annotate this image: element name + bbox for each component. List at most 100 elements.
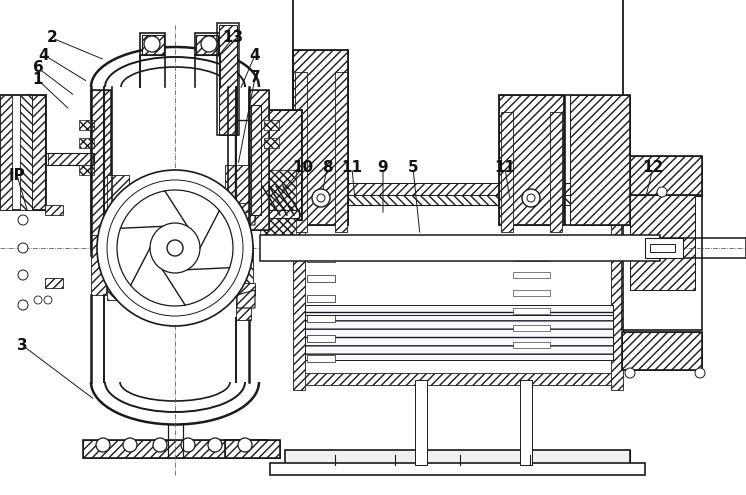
Bar xyxy=(513,325,550,331)
Circle shape xyxy=(18,243,28,253)
Bar xyxy=(140,33,165,55)
Bar xyxy=(307,335,335,342)
Bar xyxy=(307,255,335,262)
Circle shape xyxy=(96,438,110,452)
Circle shape xyxy=(97,170,253,326)
Circle shape xyxy=(18,215,28,225)
Text: 9: 9 xyxy=(377,160,389,176)
Bar xyxy=(650,244,675,252)
Bar xyxy=(293,50,348,225)
Bar xyxy=(499,95,564,225)
Circle shape xyxy=(18,300,28,310)
Bar xyxy=(285,450,630,465)
Text: 4: 4 xyxy=(250,48,260,62)
Bar xyxy=(501,112,513,232)
Circle shape xyxy=(117,190,233,306)
Bar xyxy=(293,195,305,390)
Text: 1: 1 xyxy=(33,72,43,88)
Bar xyxy=(307,355,335,362)
Bar xyxy=(415,380,427,465)
Bar xyxy=(293,50,348,225)
Bar xyxy=(45,205,63,215)
Circle shape xyxy=(150,223,200,273)
Text: 7: 7 xyxy=(250,70,260,86)
Bar xyxy=(0,95,12,210)
Bar xyxy=(335,72,347,232)
Bar xyxy=(298,373,618,385)
Bar xyxy=(293,0,623,195)
Bar xyxy=(293,183,623,195)
Bar xyxy=(513,342,550,348)
Bar xyxy=(237,203,255,215)
Bar xyxy=(249,90,269,230)
Bar xyxy=(622,332,702,370)
Bar xyxy=(217,23,239,135)
Bar xyxy=(622,332,702,370)
Circle shape xyxy=(153,438,167,452)
Circle shape xyxy=(44,296,52,304)
Text: 11: 11 xyxy=(342,160,363,176)
Circle shape xyxy=(657,187,667,197)
Bar xyxy=(565,95,630,225)
Bar xyxy=(260,170,296,240)
Circle shape xyxy=(18,270,28,280)
Circle shape xyxy=(238,438,252,452)
Bar xyxy=(235,120,257,215)
Text: IP: IP xyxy=(9,167,25,183)
Bar xyxy=(219,25,237,135)
Text: 6: 6 xyxy=(33,60,43,76)
Bar xyxy=(236,255,251,320)
Bar xyxy=(46,153,94,165)
Bar xyxy=(550,112,562,232)
Text: 13: 13 xyxy=(222,31,243,46)
Circle shape xyxy=(625,368,635,378)
Bar xyxy=(305,305,613,360)
Bar xyxy=(260,235,660,261)
Bar xyxy=(79,165,94,175)
Circle shape xyxy=(167,240,183,256)
Bar xyxy=(28,95,46,210)
Bar xyxy=(256,110,301,220)
Bar xyxy=(79,138,94,148)
Bar xyxy=(225,245,253,285)
Bar xyxy=(91,235,106,295)
Bar xyxy=(83,440,268,458)
Bar xyxy=(611,195,623,390)
Circle shape xyxy=(527,194,535,202)
Bar xyxy=(499,95,564,225)
Bar xyxy=(45,278,63,288)
Bar xyxy=(20,95,32,210)
Bar xyxy=(30,95,45,210)
Bar xyxy=(622,156,702,196)
Bar xyxy=(225,440,280,458)
Bar xyxy=(307,295,335,302)
Bar xyxy=(91,90,111,250)
Text: 5: 5 xyxy=(407,160,419,176)
Bar xyxy=(48,153,93,165)
Polygon shape xyxy=(237,290,255,308)
Bar xyxy=(251,105,261,215)
Circle shape xyxy=(201,36,217,52)
Bar xyxy=(252,110,302,220)
Circle shape xyxy=(522,189,540,207)
Bar xyxy=(79,120,94,130)
Bar xyxy=(307,275,335,282)
Bar xyxy=(195,33,220,55)
Bar xyxy=(520,380,532,465)
Bar xyxy=(293,183,623,195)
Bar xyxy=(257,210,299,218)
Text: 10: 10 xyxy=(292,160,313,176)
Bar xyxy=(225,165,255,220)
Bar xyxy=(293,193,623,205)
Text: 2: 2 xyxy=(46,31,57,46)
Bar xyxy=(107,175,129,250)
Bar xyxy=(264,138,279,148)
Bar xyxy=(107,265,129,300)
Circle shape xyxy=(317,194,325,202)
Bar xyxy=(622,195,702,330)
Bar xyxy=(570,95,630,225)
Bar xyxy=(513,255,550,261)
Bar xyxy=(249,90,269,230)
Text: 3: 3 xyxy=(16,338,28,352)
Bar xyxy=(645,238,683,258)
